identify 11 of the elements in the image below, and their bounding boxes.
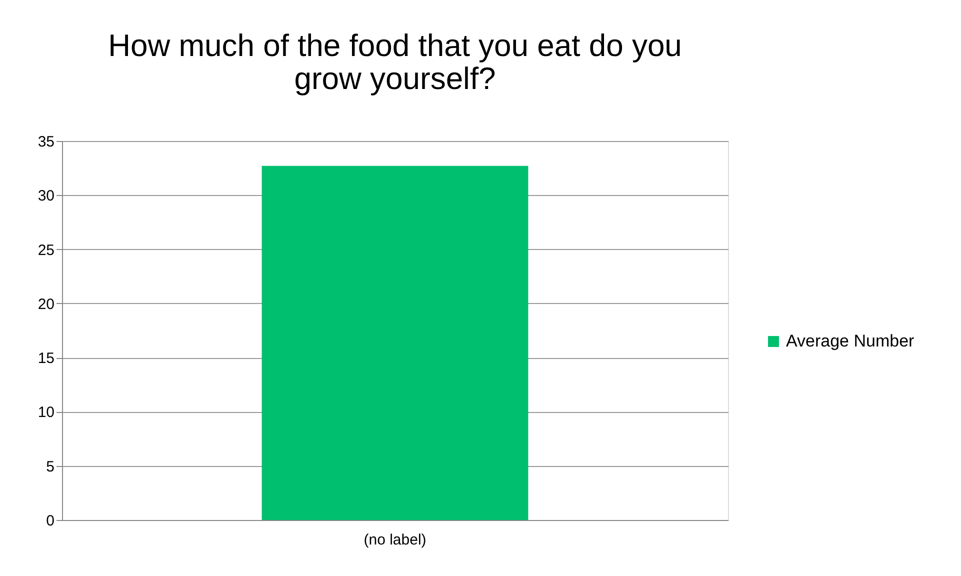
y-tick-label: 10 bbox=[38, 404, 54, 422]
y-tick-label: 35 bbox=[38, 134, 54, 150]
x-tick-label: (no label) bbox=[364, 532, 426, 548]
legend-label: Average Number bbox=[786, 332, 915, 350]
y-tick-label: 30 bbox=[38, 188, 54, 205]
y-tick-label: 0 bbox=[46, 512, 54, 530]
y-tick-label: 5 bbox=[46, 458, 54, 476]
y-tick-label: 15 bbox=[38, 350, 54, 368]
y-tick-label: 25 bbox=[38, 242, 54, 259]
chart-title: How much of the food that you eat do you grow yourself? bbox=[108, 28, 682, 96]
y-tick-label: 20 bbox=[38, 296, 54, 313]
